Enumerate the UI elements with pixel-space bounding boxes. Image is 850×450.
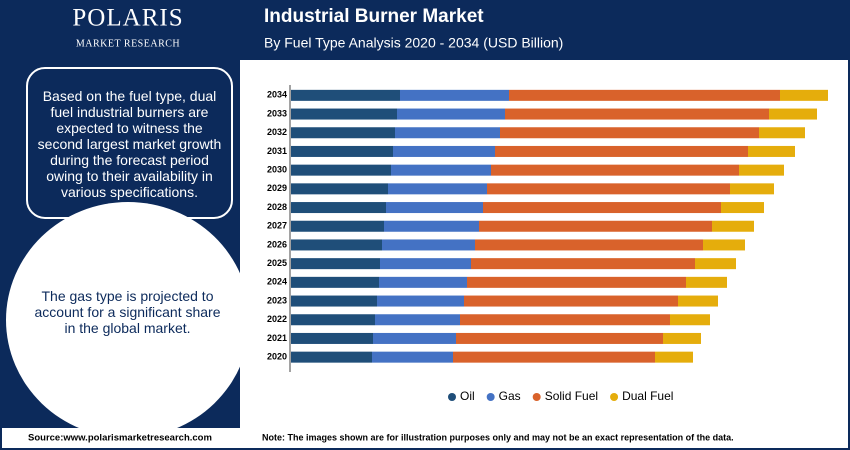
bar-segment [395,127,500,139]
bar-segment [686,276,727,288]
bar-segment [291,164,391,176]
bar-segment [453,351,655,363]
bar-segment [655,351,693,363]
bar-segment [780,89,828,101]
bar-segment [291,89,400,101]
bar-segment [739,164,784,176]
note-text: Based on the fuel type, dual fuel indust… [37,88,222,200]
legend-marker [486,393,495,401]
bar-segment [291,276,379,288]
bar-segment [397,108,505,120]
y-tick-label: 2024 [267,277,287,287]
bar-segment [291,108,397,120]
bar-segment [372,351,453,363]
chart-title: Industrial Burner Market [264,6,484,27]
bar-segment [487,183,730,195]
y-tick-label: 2023 [267,295,287,305]
bar-segment [388,183,487,195]
note-circle [6,202,250,438]
bar-segment [495,145,748,157]
bar-segment [384,220,479,232]
bar-segment [695,258,736,270]
bar-segment [460,314,670,326]
y-tick-label: 2033 [267,108,287,118]
footnote: Note: The images shown are for illustrat… [262,432,734,442]
y-tick-label: 2028 [267,202,287,212]
legend-label: Dual Fuel [622,389,673,403]
bar-segment [373,332,456,344]
bar-segment [670,314,710,326]
legend-label: Oil [460,389,475,403]
legend-label: Gas [499,389,521,403]
y-tick-label: 2032 [267,127,287,137]
bar-segment [491,164,739,176]
legend-marker [532,393,541,401]
y-tick-label: 2022 [267,314,287,324]
bar-segment [379,276,467,288]
bar-segment [291,314,375,326]
bar-segment [712,220,754,232]
y-tick-label: 2027 [267,221,287,231]
bar-segment [456,332,663,344]
bar-segment [291,127,395,139]
y-tick-label: 2020 [267,352,287,362]
note-text: The gas type is projected to account for… [34,288,221,336]
bar-segment [663,332,701,344]
legend-marker [448,393,456,401]
bar-segment [483,202,721,214]
bar-segment [759,127,805,139]
bar-segment [380,258,471,270]
bar-segment [375,314,460,326]
note-box [26,67,233,219]
chart-subtitle: By Fuel Type Analysis 2020 - 2034 (USD B… [264,35,563,51]
bar-segment [509,89,780,101]
y-tick-label: 2026 [267,239,287,249]
bar-segment [475,239,703,251]
bar-segment [748,145,795,157]
bar-segment [291,239,382,251]
bar-segment [769,108,817,120]
bar-segment [377,295,464,307]
bar-segment [391,164,491,176]
bar-segment [505,108,769,120]
source: Source:www.polarismarketresearch.com [28,433,212,444]
bar-segment [291,202,386,214]
y-tick-label: 2029 [267,183,287,193]
bar-segment [386,202,483,214]
legend-marker [610,393,619,401]
bar-segment [291,220,384,232]
bar-segment [291,332,373,344]
legend-label: Solid Fuel [545,389,598,403]
bar-segment [678,295,718,307]
bar-segment [382,239,475,251]
bar-segment [291,295,377,307]
bar-segment [479,220,712,232]
bar-segment [721,202,764,214]
y-tick-label: 2025 [267,258,287,268]
y-tick-label: 2034 [267,90,287,100]
bar-segment [291,351,372,363]
bar-segment [703,239,745,251]
bar-segment [730,183,774,195]
bar-segment [291,258,380,270]
y-tick-label: 2030 [267,165,287,175]
bar-segment [471,258,695,270]
bar-segment [467,276,686,288]
bar-segment [464,295,678,307]
y-tick-label: 2021 [267,333,287,343]
logo-name: POLARIS [72,5,183,32]
bar-segment [500,127,759,139]
bar-segment [291,145,393,157]
logo-tagline: MARKET RESEARCH [76,38,180,49]
bar-segment [291,183,388,195]
bar-segment [393,145,495,157]
y-tick-label: 2031 [267,146,287,156]
bar-segment [400,89,509,101]
